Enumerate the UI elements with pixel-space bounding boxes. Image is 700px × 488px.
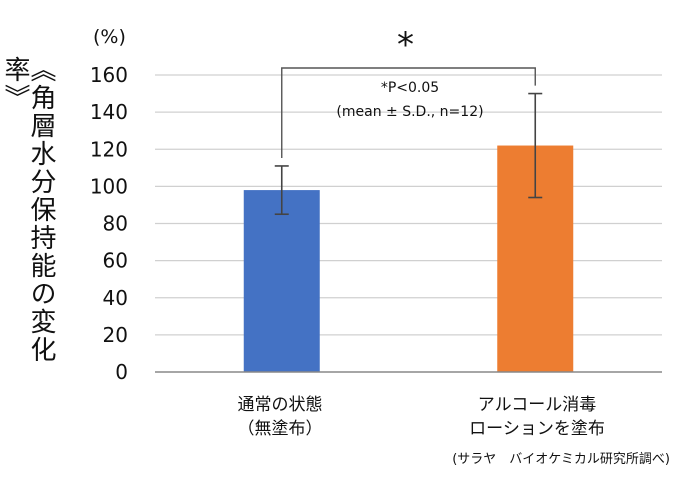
category-label-line: ローションを塗布 <box>469 419 605 439</box>
y-tick-label: 0 <box>115 360 128 384</box>
category-label-line: アルコール消毒 <box>477 395 597 415</box>
y-tick-label: 120 <box>90 137 128 161</box>
gridlines <box>155 74 662 336</box>
significance-bracket-line <box>281 67 536 158</box>
significance-note: *P<0.05 <box>380 80 440 96</box>
category-label-untreated: 通常の状態 （無塗布） <box>180 393 380 441</box>
y-tick-label: 60 <box>103 249 128 273</box>
y-tick-label: 100 <box>90 174 128 198</box>
stats-note: (mean ± S.D., n=12) <box>336 104 484 120</box>
y-tick-label: 80 <box>103 212 128 236</box>
source-note: (サラヤ バイオケミカル研究所調べ) <box>452 452 670 467</box>
y-tick-label: 40 <box>103 286 128 310</box>
y-axis-label: 《角層水分保持能の変化率》 <box>0 56 56 364</box>
y-tick-label: 20 <box>103 323 128 347</box>
y-tick-label: 140 <box>90 100 128 124</box>
y-axis-label-wrap: 《角層水分保持能の変化率》 <box>0 56 56 386</box>
category-label-alcohol-lotion: アルコール消毒 ローションを塗布 <box>437 393 637 441</box>
y-tick-labels: 0 20 40 60 80 100 120 140 160 <box>90 63 128 384</box>
significance-marker: * <box>397 25 414 65</box>
significance-bracket <box>281 67 536 158</box>
bar <box>243 190 320 372</box>
category-label-line: 通常の状態 <box>237 395 323 415</box>
bars <box>243 145 574 372</box>
error-bars <box>274 92 543 216</box>
y-tick-label: 160 <box>90 63 128 87</box>
category-label-line: （無塗布） <box>237 419 323 439</box>
y-axis-unit: (%) <box>93 26 126 48</box>
